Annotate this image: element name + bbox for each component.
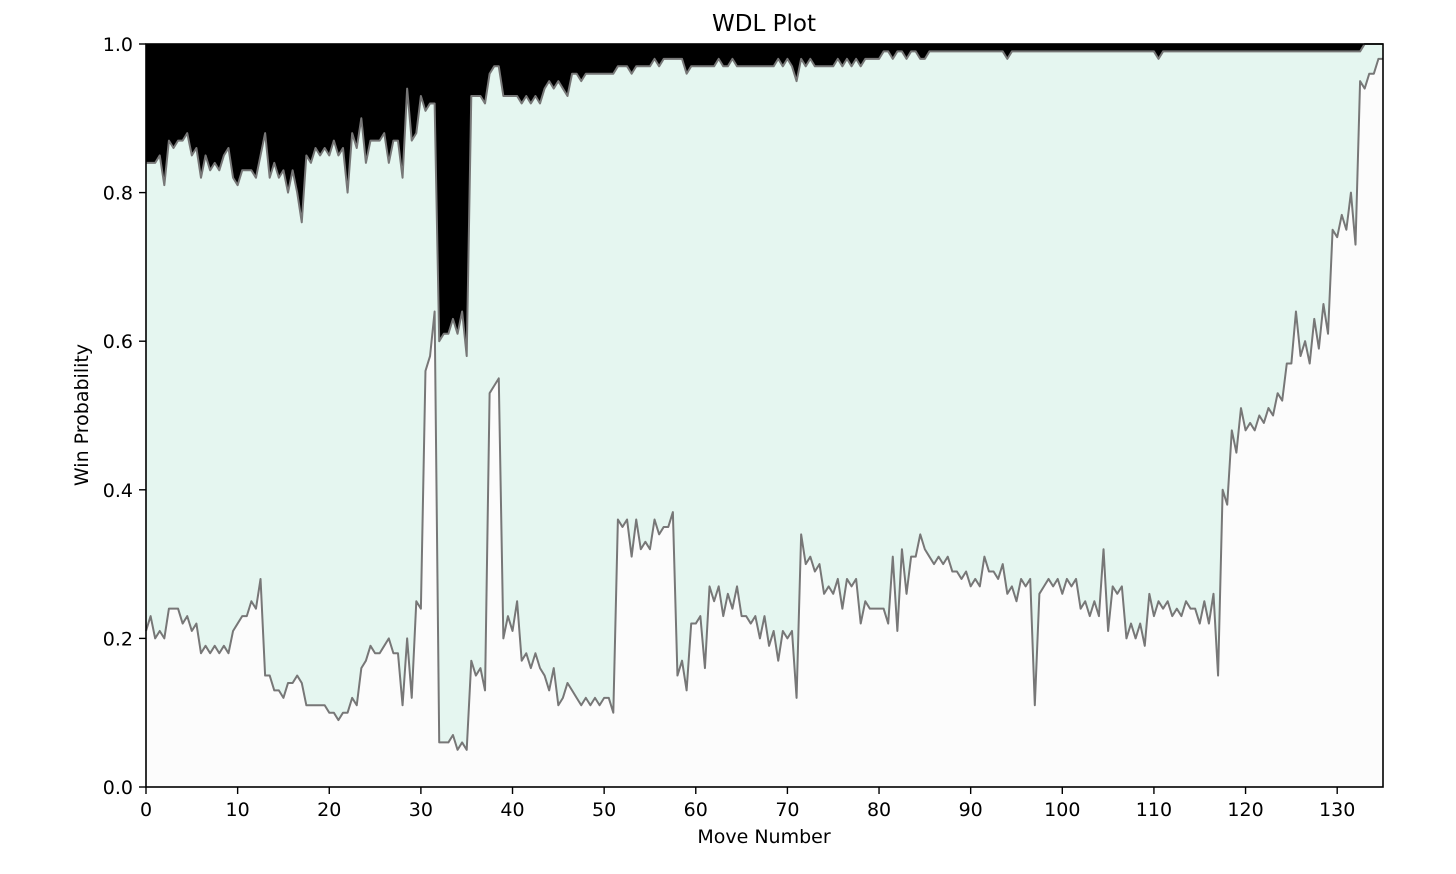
x-tick-label: 110: [1136, 799, 1172, 821]
x-tick-label: 90: [959, 799, 983, 821]
plot-area: [145, 43, 1383, 788]
y-tick-label: 0.0: [103, 777, 133, 799]
x-tick-label: 130: [1319, 799, 1355, 821]
x-tick-label: 0: [140, 799, 152, 821]
x-tick-label: 100: [1044, 799, 1080, 821]
y-axis-title: Win Probability: [71, 344, 93, 486]
win-region: [146, 58, 1383, 788]
draw-region: [146, 44, 1383, 750]
plot-frame: [145, 43, 1384, 788]
y-axis: 0.0 0.2 0.4 0.6 0.8 1.0: [103, 34, 146, 799]
loss-region: [146, 44, 1383, 357]
x-tick-label: 80: [867, 799, 891, 821]
x-tick-label: 20: [317, 799, 341, 821]
y-tick-label: 0.2: [103, 628, 133, 650]
win-boundary-line: [145, 57, 1383, 751]
x-tick-label: 30: [409, 799, 433, 821]
y-tick-label: 1.0: [103, 34, 133, 56]
y-tick-label: 0.4: [103, 480, 133, 502]
x-tick-label: 120: [1227, 799, 1263, 821]
x-tick-label: 50: [592, 799, 616, 821]
loss-boundary-line: [146, 43, 1383, 358]
y-tick-label: 0.8: [103, 183, 133, 205]
y-tick-label: 0.6: [103, 331, 133, 353]
x-axis: 0 10 20 30 40 50 60 70 80 90 100 110 120 130: [140, 787, 1355, 821]
x-axis-title: Move Number: [697, 826, 831, 848]
x-tick-label: 60: [684, 799, 708, 821]
chart-title: WDL Plot: [712, 11, 816, 37]
x-tick-label: 70: [775, 799, 799, 821]
x-tick-label: 10: [226, 799, 250, 821]
x-tick-label: 40: [500, 799, 524, 821]
